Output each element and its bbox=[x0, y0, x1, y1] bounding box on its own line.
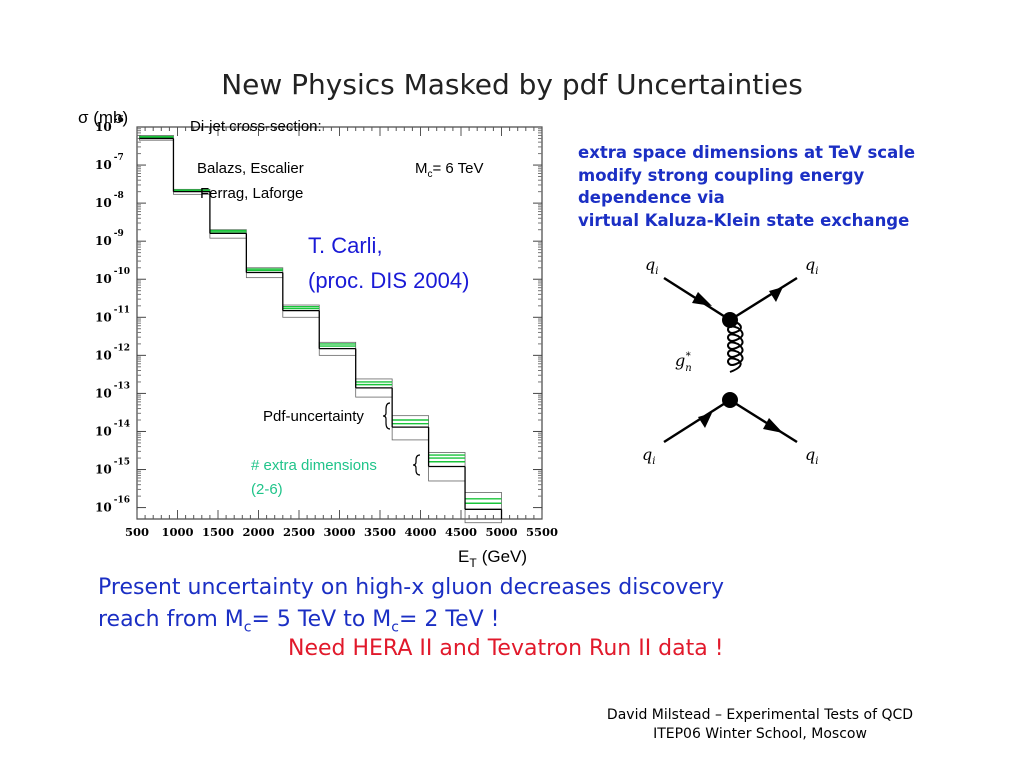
x-tick-label: 2500 bbox=[283, 525, 315, 539]
conclusion-text: Present uncertainty on high-x gluon decr… bbox=[98, 572, 724, 643]
x-tick-label: 5500 bbox=[526, 525, 558, 539]
feynman-diagram: qi qi qi qi gn* bbox=[642, 255, 818, 467]
footer-line-1: David Milstead – Experimental Tests of Q… bbox=[606, 707, 914, 723]
chart-title: Di-jet cross-section: bbox=[190, 118, 322, 135]
quark-label-bottom-left: qi bbox=[642, 445, 655, 467]
x-tick-label: 3000 bbox=[323, 525, 355, 539]
y-tick-label: 10 -14 bbox=[95, 419, 130, 438]
vertex-bottom bbox=[722, 392, 738, 408]
histogram-bins bbox=[139, 135, 503, 524]
x-tick-label: 3500 bbox=[364, 525, 396, 539]
x-tick-label: 1000 bbox=[161, 525, 193, 539]
conclusion-line-1: Present uncertainty on high-x gluon decr… bbox=[98, 575, 724, 600]
carli-line-1: T. Carli, bbox=[308, 233, 383, 258]
quark-line-bottom-right bbox=[729, 398, 798, 444]
extra-dimensions-note: extra space dimensions at TeV scale modi… bbox=[578, 142, 915, 232]
quark-label-bottom-right: qi bbox=[805, 445, 818, 467]
extra-dims-brace bbox=[412, 454, 421, 476]
pdf-uncertainty-label: Pdf-uncertainty bbox=[263, 408, 364, 425]
x-tick-label: 4000 bbox=[404, 525, 436, 539]
carli-line-2: (proc. DIS 2004) bbox=[308, 268, 469, 293]
conclusion-line-2: reach from Mc= 5 TeV to Mc= 2 TeV ! bbox=[98, 607, 500, 636]
y-tick-label: 10 -9 bbox=[95, 229, 124, 248]
quark-line-top-right bbox=[729, 276, 798, 322]
x-tick-labels: 500 1000 1500 2000 2500 3000 3500 4000 4500 5000 5… bbox=[125, 525, 558, 539]
y-tick-label: 10 -13 bbox=[95, 381, 130, 400]
slide-title: New Physics Masked by pdf Uncertainties bbox=[221, 68, 803, 101]
note-line-4: virtual Kaluza-Klein state exchange bbox=[578, 210, 910, 230]
footer-line-2: ITEP06 Winter School, Moscow bbox=[653, 726, 867, 742]
x-tick-label: 4500 bbox=[445, 525, 477, 539]
y-tick-label: 10 -8 bbox=[95, 191, 124, 210]
need-data-line: Need HERA II and Tevatron Run II data ! bbox=[288, 636, 724, 661]
arrow-top-left-icon bbox=[692, 292, 712, 306]
vertex-top bbox=[722, 312, 738, 328]
quark-line-bottom-left bbox=[663, 398, 731, 444]
graviton-label: gn* bbox=[675, 351, 692, 374]
x-tick-label: 5000 bbox=[485, 525, 517, 539]
note-line-2: modify strong coupling energy bbox=[578, 165, 865, 185]
arrow-top-right-icon bbox=[769, 287, 783, 302]
pdf-uncertainty-brace bbox=[382, 402, 391, 430]
x-tick-label: 1500 bbox=[202, 525, 234, 539]
extra-dims-range: (2-6) bbox=[251, 481, 283, 498]
footer: David Milstead – Experimental Tests of Q… bbox=[560, 706, 960, 744]
note-line-3: dependence via bbox=[578, 188, 725, 207]
pdf-uncertainty-band bbox=[391, 415, 429, 441]
authors-line-1: Balazs, Escalier bbox=[197, 160, 304, 177]
y-tick-label: 10 -12 bbox=[95, 343, 130, 362]
y-tick-label: 10 -11 bbox=[95, 305, 130, 324]
y-tick-label: 10 -7 bbox=[95, 153, 124, 172]
axis-ticks bbox=[136, 126, 543, 519]
arrow-bottom-left-icon bbox=[698, 413, 712, 428]
quark-label-top-right: qi bbox=[805, 255, 818, 277]
mc-label: Mc= 6 TeV bbox=[415, 160, 484, 180]
y-tick-label: 10 -16 bbox=[95, 496, 130, 515]
x-tick-label: 500 bbox=[125, 525, 149, 539]
y-tick-label: 10 -6 bbox=[95, 115, 124, 134]
authors-line-2: Ferrag, Laforge bbox=[200, 185, 303, 202]
x-axis-label: ET (GeV) bbox=[458, 547, 527, 570]
arrow-bottom-right-icon bbox=[763, 418, 783, 433]
y-tick-labels: 10 -6 10 -7 10 -8 10 -9 10 -10 10 -11 10 -12 10 -13 10 -1… bbox=[95, 115, 130, 515]
y-tick-label: 10 -15 bbox=[95, 458, 130, 477]
extra-dims-label: # extra dimensions bbox=[251, 457, 377, 474]
y-tick-label: 10 -10 bbox=[95, 267, 130, 286]
pdf-uncertainty-band bbox=[464, 492, 502, 524]
x-tick-label: 2000 bbox=[242, 525, 274, 539]
y-axis-label: σ (mb) bbox=[78, 108, 128, 127]
note-line-1: extra space dimensions at TeV scale bbox=[578, 143, 916, 162]
quark-label-top-left: qi bbox=[645, 255, 658, 277]
